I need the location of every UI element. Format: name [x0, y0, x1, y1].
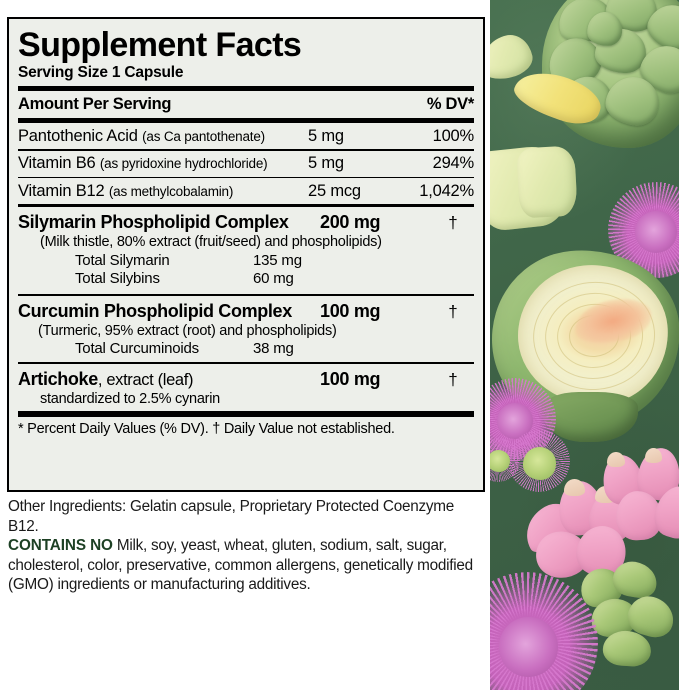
complex-amount: 100 mg [320, 368, 381, 389]
amount-per-serving-label: Amount Per Serving [18, 95, 172, 113]
nutrient-name: Vitamin B12 [18, 181, 105, 200]
supplement-facts-box: Supplement Facts Serving Size 1 Capsule … [7, 17, 485, 492]
complex-description: (Milk thistle, 80% extract (fruit/seed) … [40, 234, 382, 250]
milk-thistle-flower-icon [490, 572, 598, 690]
complex-name: Curcumin Phospholipid Complex [18, 300, 292, 321]
footnote: * Percent Daily Values (% DV). † Daily V… [18, 420, 395, 437]
nutrient-dv: 1,042% [419, 181, 474, 200]
dagger-symbol: † [448, 301, 458, 321]
artichoke-head-icon [541, 0, 679, 148]
other-ingredients-line: Other Ingredients: Gelatin capsule, Prop… [8, 498, 455, 535]
dagger-symbol: † [448, 213, 458, 232]
nutrient-amount: 5 mg [308, 126, 344, 145]
sub-item-amount: 60 mg [253, 270, 294, 287]
ingredients-block: Other Ingredients: Gelatin capsule, Prop… [8, 497, 482, 595]
sub-item-row: Total Silymarin 135 mg [18, 250, 474, 269]
rule-thick-above-header [18, 86, 474, 91]
milk-thistle-bud-icon [490, 438, 520, 482]
complex-name: Artichoke, extract (leaf) [18, 369, 320, 390]
complex-amount: 100 mg [320, 300, 381, 321]
sub-item-row: Total Silybins 60 mg [18, 269, 474, 287]
rule-medium [18, 204, 474, 207]
dagger-symbol: † [448, 369, 458, 389]
nutrient-dv: 100% [432, 126, 475, 145]
rule-thick-below-header [18, 118, 474, 123]
nutrient-source: (as pyridoxine hydrochloride) [99, 156, 268, 171]
table-row: Artichoke, extract (leaf) 100 mg † [18, 364, 474, 390]
artichoke-leaf-wedge-icon [516, 145, 578, 219]
rule-heavy-above-footnote [18, 410, 474, 417]
contains-no-text: Milk, soy, yeast, wheat, gluten, sodium,… [8, 537, 473, 593]
complex-name-suffix: , extract (leaf) [97, 370, 194, 389]
nutrient-name-cell: Vitamin B6 (as pyridoxine hydrochloride) [18, 154, 308, 173]
panel-divider [489, 0, 490, 690]
sub-item-row: Total Curcuminoids 38 mg [18, 339, 474, 357]
sub-item-name: Total Silybins [75, 270, 160, 287]
nutrient-name-cell: Pantothenic Acid (as Ca pantothenate) [18, 127, 308, 146]
spacer [18, 287, 474, 294]
sub-item-name: Total Silymarin [75, 251, 170, 269]
sub-item-amount: 38 mg [253, 340, 294, 357]
complex-name: Silymarin Phospholipid Complex [18, 212, 289, 232]
table-row: Vitamin B6 (as pyridoxine hydrochloride)… [18, 151, 474, 177]
nutrient-name-cell: Vitamin B12 (as methylcobalamin) [18, 182, 308, 201]
complex-amount: 200 mg [320, 212, 381, 232]
nutrient-source: (as Ca pantothenate) [142, 128, 265, 144]
supplement-facts-panel: Supplement Facts Serving Size 1 Capsule … [7, 17, 485, 595]
botanical-photo [490, 0, 679, 690]
serving-size: Serving Size 1 Capsule [18, 64, 184, 81]
nutrient-dv: 294% [432, 154, 475, 172]
turmeric-flower-icon [594, 445, 679, 560]
panel-title: Supplement Facts [18, 26, 302, 64]
artichoke-base-icon [542, 392, 638, 442]
table-header-row: Amount Per Serving % DV* [18, 91, 474, 118]
sub-item-amount: 135 mg [253, 251, 302, 269]
nutrient-source: (as methylcobalamin) [108, 183, 234, 199]
rule-thin [18, 149, 474, 151]
contains-no-line: CONTAINS NO Milk, soy, yeast, wheat, glu… [8, 536, 482, 595]
nutrient-name: Vitamin B6 [18, 154, 96, 172]
nutrient-name: Pantothenic Acid [18, 126, 138, 145]
complex-description: standardized to 2.5% cynarin [40, 390, 220, 407]
contains-no-label: CONTAINS NO [8, 537, 113, 554]
table-row: Vitamin B12 (as methylcobalamin) 25 mcg … [18, 178, 474, 204]
rule-thin [18, 176, 474, 178]
sub-item-name: Total Curcuminoids [75, 340, 199, 357]
complex-name-main: Artichoke [18, 368, 98, 389]
nutrient-amount: 5 mg [308, 154, 344, 172]
nutrient-amount: 25 mcg [308, 181, 361, 200]
complex-description: (Turmeric, 95% extract (root) and phosph… [38, 322, 337, 339]
rule-thin [18, 294, 474, 296]
table-row: Pantothenic Acid (as Ca pantothenate) 5 … [18, 123, 474, 149]
table-row: Curcumin Phospholipid Complex 100 mg † [18, 296, 474, 322]
percent-dv-label: % DV* [426, 95, 474, 113]
rule-thin [18, 362, 474, 364]
table-row: Silymarin Phospholipid Complex 200 mg † [18, 207, 474, 233]
